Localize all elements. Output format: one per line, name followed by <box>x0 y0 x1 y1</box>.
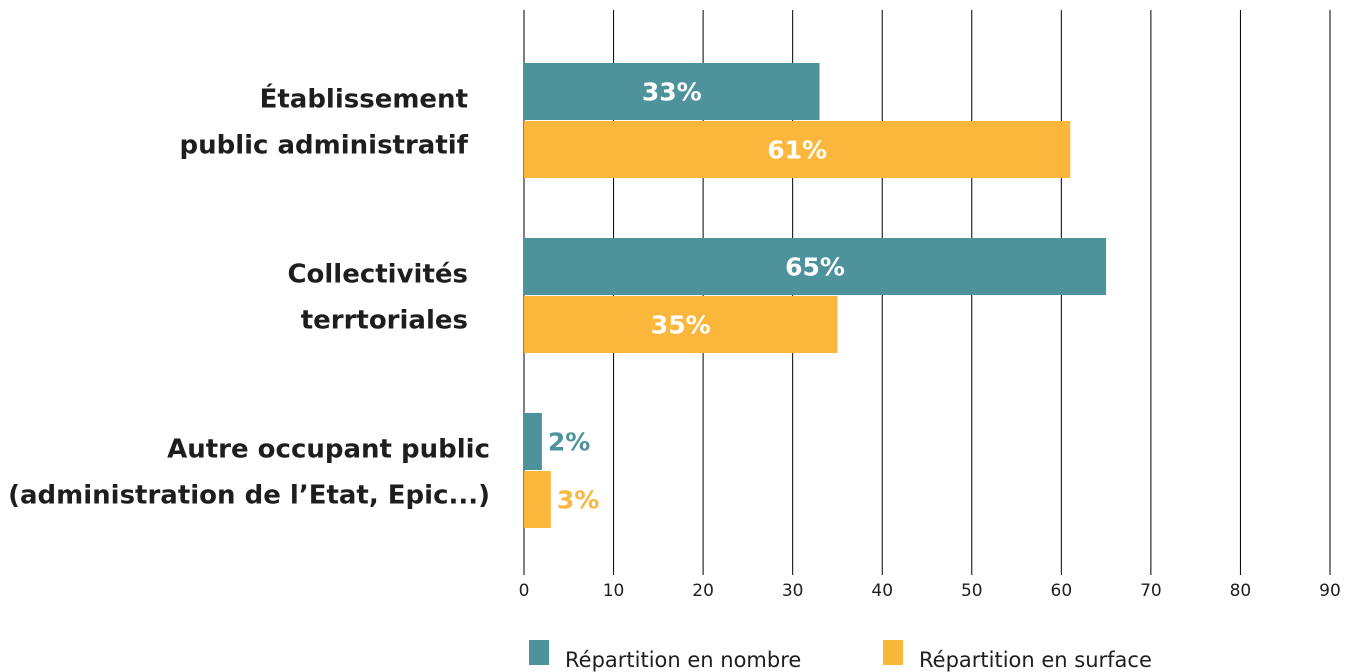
value-label: 65% <box>785 253 845 282</box>
x-tick-label: 80 <box>1230 581 1252 601</box>
x-tick-label: 90 <box>1319 581 1341 601</box>
x-tick-label: 50 <box>961 581 983 601</box>
bar <box>524 296 838 353</box>
x-tick-label: 40 <box>871 581 893 601</box>
legend-swatch <box>883 640 903 665</box>
category-label: Établissement <box>260 83 468 115</box>
x-tick-label: 60 <box>1051 581 1073 601</box>
value-label: 33% <box>642 78 702 107</box>
category-label: Autre occupant public <box>167 435 490 465</box>
legend-swatch <box>529 640 549 665</box>
value-label: 61% <box>767 136 827 165</box>
category-label: terrtoriales <box>301 306 468 336</box>
legend-label: Répartition en nombre <box>565 648 801 672</box>
bar <box>524 63 820 120</box>
x-tick-label: 30 <box>782 581 804 601</box>
category-label: Collectivités <box>287 260 468 290</box>
x-tick-label: 10 <box>603 581 625 601</box>
bar <box>524 121 1071 178</box>
value-label: 3% <box>557 486 599 515</box>
x-tick-label: 70 <box>1140 581 1162 601</box>
value-label: 35% <box>651 311 711 340</box>
bar <box>524 471 551 528</box>
x-tick-label: 20 <box>692 581 714 601</box>
x-tick-label: 0 <box>519 581 530 601</box>
bar <box>524 238 1107 295</box>
value-label: 2% <box>548 428 590 457</box>
category-label: public administratif <box>179 131 468 161</box>
bar <box>524 413 542 470</box>
category-label: (administration de l’Etat, Epic...) <box>8 481 490 511</box>
legend-label: Répartition en surface <box>919 648 1152 672</box>
